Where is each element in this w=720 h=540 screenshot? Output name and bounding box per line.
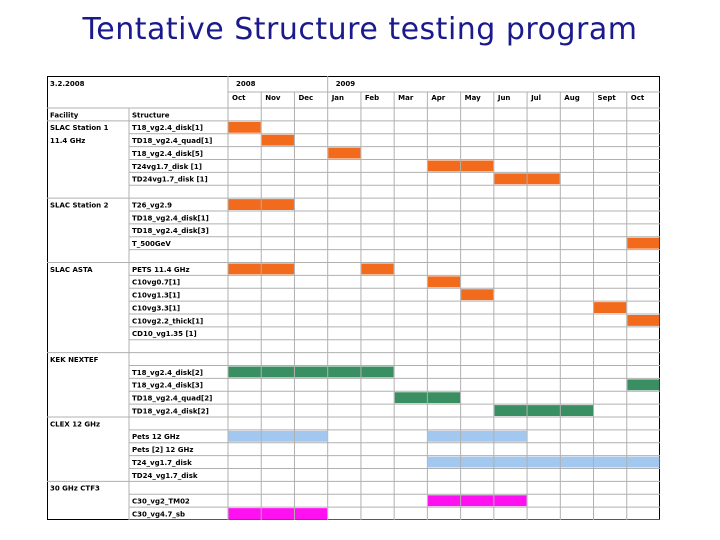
schedule-bar <box>427 456 660 468</box>
schedule-bar <box>228 508 328 519</box>
structure-label: C30_vg2_TM02 <box>132 498 190 506</box>
facility-label: 11.4 GHz <box>50 137 85 145</box>
year-2008-label: 2008 <box>236 80 256 88</box>
structure-label: Pets [2] 12 GHz <box>132 446 193 454</box>
schedule-bar <box>627 315 660 326</box>
schedule-bar <box>427 495 527 507</box>
facility-header: Facility <box>50 111 79 119</box>
month-label: Feb <box>365 94 379 102</box>
structure-label: C10vg3.3[1] <box>132 304 180 312</box>
schedule-bar <box>228 366 394 378</box>
schedule-bar <box>427 276 461 288</box>
facility-label: 30 GHz CTF3 <box>50 485 100 493</box>
slide-title: Tentative Structure testing program <box>82 12 638 47</box>
month-label: Jun <box>497 94 511 102</box>
schedule-bar <box>494 405 594 416</box>
month-label: Oct <box>631 94 645 102</box>
month-label: Jan <box>331 94 344 102</box>
structure-label: TD24vg1.7_disk [1] <box>132 176 208 184</box>
structure-label: TD18_vg2.4_disk[2] <box>132 407 209 415</box>
structure-label: PETS 11.4 GHz <box>132 266 190 274</box>
schedule-bar <box>627 379 660 391</box>
schedule-bar <box>228 430 328 442</box>
month-label: Dec <box>298 94 313 102</box>
month-label: Aug <box>564 94 579 102</box>
schedule-bar <box>328 147 361 159</box>
facility-label: SLAC ASTA <box>50 266 93 274</box>
schedule-bar <box>627 237 660 249</box>
facility-label: KEK NEXTEF <box>50 356 99 364</box>
structure-label: TD24_vg1.7_disk <box>132 472 198 480</box>
structure-label: CD10_vg1.35 [1] <box>132 330 197 338</box>
month-label: Apr <box>431 94 445 102</box>
structure-label: T18_vg2.4_disk[3] <box>132 382 203 390</box>
structure-label: TD18_vg2.4_quad[2] <box>132 395 212 403</box>
month-label: Sept <box>598 94 617 102</box>
structure-label: T18_vg2.4_disk[1] <box>132 124 203 132</box>
structure-label: C10vg1.3[1] <box>132 292 180 300</box>
structure-label: C30_vg4.7_sb <box>132 510 185 518</box>
structure-label: TD18_vg2.4_quad[1] <box>132 137 212 145</box>
schedule-bar <box>594 302 627 313</box>
structure-label: TD18_vg2.4_disk[1] <box>132 214 209 222</box>
gantt-grid: 3.2.2008 2008 2009 Oct Nov Dec Jan Feb Mar Apr May… <box>47 76 660 520</box>
month-label: Nov <box>265 94 281 102</box>
structure-label: Pets 12 GHz <box>132 433 180 441</box>
header-date: 3.2.2008 <box>50 80 85 88</box>
structure-label: C10vg2.2_thick[1] <box>132 317 203 325</box>
month-label: May <box>465 94 481 102</box>
structure-label: T24vg1.7_disk [1] <box>132 163 202 171</box>
structure-label: T_500GeV <box>132 240 171 248</box>
structure-label: T24_vg1.7_disk <box>132 459 192 467</box>
month-label: Jul <box>530 94 541 102</box>
structure-label: T18_vg2.4_disk[2] <box>132 369 203 377</box>
structure-label: T26_vg2.9 <box>132 201 172 209</box>
facility-label: SLAC Station 2 <box>50 201 109 209</box>
structure-header: Structure <box>132 111 170 119</box>
schedule-bar <box>427 430 527 442</box>
facility-label: CLEX 12 GHz <box>50 420 100 428</box>
facility-label: SLAC Station 1 <box>50 124 109 132</box>
month-label: Mar <box>398 94 414 102</box>
structure-label: T18_vg2.4_disk[5] <box>132 150 203 158</box>
schedule-bar <box>228 121 261 133</box>
structure-label: C10vg0.7[1] <box>132 279 180 287</box>
schedule-bar <box>261 134 294 146</box>
structure-label: TD18_vg2.4_disk[3] <box>132 227 209 235</box>
gantt-chart: 3.2.2008 2008 2009 Oct Nov Dec Jan Feb Mar Apr May… <box>47 76 660 520</box>
month-label: Oct <box>232 94 246 102</box>
year-2009-label: 2009 <box>336 80 356 88</box>
schedule-bar <box>461 289 494 301</box>
schedule-bar <box>361 263 394 275</box>
